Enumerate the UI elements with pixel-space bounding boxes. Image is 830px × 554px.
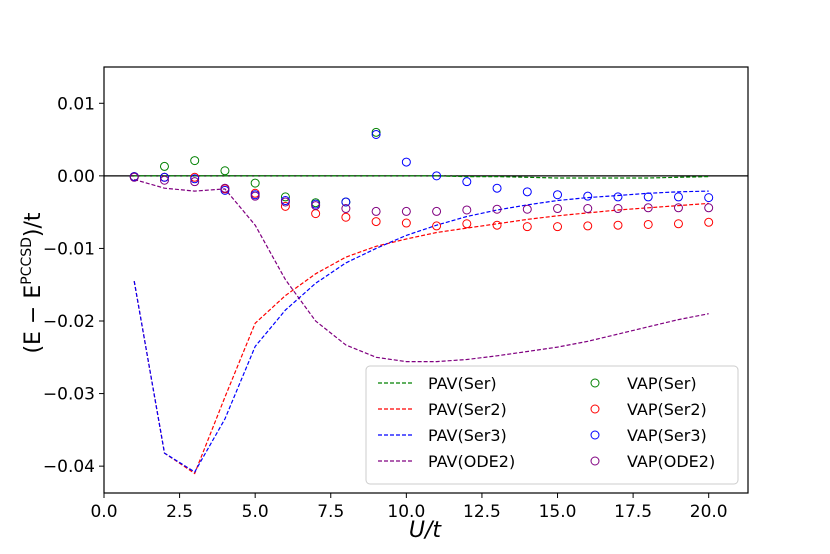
scatter-point-2 <box>432 171 442 181</box>
scatter-point-0 <box>220 166 230 176</box>
series-line-1 <box>133 202 709 475</box>
y-tick-label: −0.02 <box>43 312 95 332</box>
scatter-point-2 <box>401 157 411 167</box>
scatter-point-3 <box>190 177 200 187</box>
scatter-point-1 <box>643 219 653 229</box>
scatter-point-3 <box>432 206 442 216</box>
scatter-point-3 <box>250 191 260 201</box>
y-axis-label-part-1: (E − E <box>21 285 46 354</box>
scatter-point-2 <box>341 197 351 207</box>
legend-label: PAV(Ser3) <box>428 426 507 445</box>
x-axis: 0.0 2.5 5.0 7.5 10.0 12.5 15.0 17.5 20.0 <box>90 493 728 522</box>
scatter-point-0 <box>280 192 290 202</box>
legend-label: PAV(Ser2) <box>428 400 507 419</box>
x-tick-label: 10.0 <box>387 502 425 522</box>
plot-frame <box>103 66 749 494</box>
scatter-point-0 <box>190 156 200 166</box>
y-axis-label-part-3: )/t <box>21 212 46 237</box>
scatter-point-1 <box>371 217 381 227</box>
y-tick-label: −0.03 <box>43 385 95 405</box>
x-tick-label: 0.0 <box>90 502 117 522</box>
series-line-3 <box>134 178 709 363</box>
scatter-point-1 <box>613 220 623 230</box>
scatter-point-3 <box>401 206 411 216</box>
legend-box <box>365 365 739 485</box>
plot-area <box>104 127 748 475</box>
scatter-point-3 <box>643 203 653 213</box>
y-tick-label: −0.01 <box>43 239 95 259</box>
legend-marker-swatch <box>590 430 600 440</box>
scatter-point-1 <box>553 222 563 232</box>
scatter-point-2 <box>643 192 653 202</box>
scatter-point-3 <box>522 204 532 214</box>
x-tick-label: 17.5 <box>614 502 652 522</box>
scatter-point-2 <box>371 129 381 139</box>
y-axis-label: (E − EPCCSD)/t <box>19 212 46 353</box>
x-tick-label: 5.0 <box>242 502 269 522</box>
x-tick-label: 15.0 <box>539 502 577 522</box>
scatter-point-0 <box>250 178 260 188</box>
x-tick-label: 20.0 <box>690 502 728 522</box>
y-axis: 0.01 0.00 −0.01 −0.02 −0.03 −0.04 <box>43 94 104 477</box>
scatter-point-3 <box>613 204 623 214</box>
scatter-point-3 <box>311 201 321 211</box>
scatter-point-1 <box>311 209 321 219</box>
scatter-point-1 <box>432 221 442 231</box>
legend-label: VAP(Ser2) <box>627 400 707 419</box>
x-axis-label: U/t <box>409 518 443 543</box>
scatter-point-2 <box>583 191 593 201</box>
scatter-point-3 <box>462 205 472 215</box>
scatter-point-1 <box>341 212 351 222</box>
legend-marker-swatch <box>590 456 600 466</box>
scatter-point-3 <box>553 204 563 214</box>
scatter-point-2 <box>613 192 623 202</box>
y-tick-label: 0.01 <box>57 94 95 114</box>
scatter-point-3 <box>492 204 502 214</box>
scatter-point-3 <box>673 203 683 213</box>
x-tick-label: 12.5 <box>463 502 501 522</box>
scatter-point-1 <box>673 219 683 229</box>
scatter-point-0 <box>159 161 169 171</box>
scatter-point-3 <box>583 204 593 214</box>
legend-label: VAP(ODE2) <box>627 452 715 471</box>
y-tick-label: −0.04 <box>43 457 95 477</box>
scatter-point-2 <box>492 183 502 193</box>
scatter-point-0 <box>371 127 381 137</box>
scatter-point-2 <box>704 193 714 203</box>
scatter-point-3 <box>371 206 381 216</box>
x-tick-label: 7.5 <box>317 502 344 522</box>
legend-marker-swatch <box>590 378 600 388</box>
legend-label: VAP(Ser3) <box>627 426 707 445</box>
legend-label: PAV(ODE2) <box>428 452 515 471</box>
scatter-point-3 <box>341 204 351 214</box>
legend-label: VAP(Ser) <box>627 374 697 393</box>
scatter-point-1 <box>583 221 593 231</box>
legend: PAV(Ser) PAV(Ser2) PAV(Ser3) PAV(ODE2) VAP(S… <box>365 365 739 485</box>
scatter-point-2 <box>673 192 683 202</box>
scatter-point-2 <box>553 190 563 200</box>
scatter-point-1 <box>280 201 290 211</box>
scatter-point-3 <box>704 203 714 213</box>
y-tick-label: 0.00 <box>57 167 95 187</box>
scatter-point-1 <box>492 220 502 230</box>
scatter-point-1 <box>401 218 411 228</box>
scatter-point-2 <box>220 185 230 195</box>
scatter-point-1 <box>522 222 532 232</box>
scatter-point-3 <box>129 172 139 182</box>
scatter-point-1 <box>704 217 714 227</box>
scatter-point-1 <box>462 219 472 229</box>
scatter-point-2 <box>159 172 169 182</box>
legend-label: PAV(Ser) <box>428 374 497 393</box>
legend-marker-swatch <box>590 404 600 414</box>
scatter-point-3 <box>159 175 169 185</box>
y-axis-label-superscript: PCCSD <box>19 237 35 285</box>
x-tick-label: 2.5 <box>166 502 193 522</box>
scatter-point-2 <box>190 174 200 184</box>
series-line-2 <box>133 190 709 473</box>
scatter-point-3 <box>280 197 290 207</box>
scatter-point-2 <box>462 177 472 187</box>
scatter-point-3 <box>220 183 230 193</box>
scatter-point-2 <box>522 187 532 197</box>
